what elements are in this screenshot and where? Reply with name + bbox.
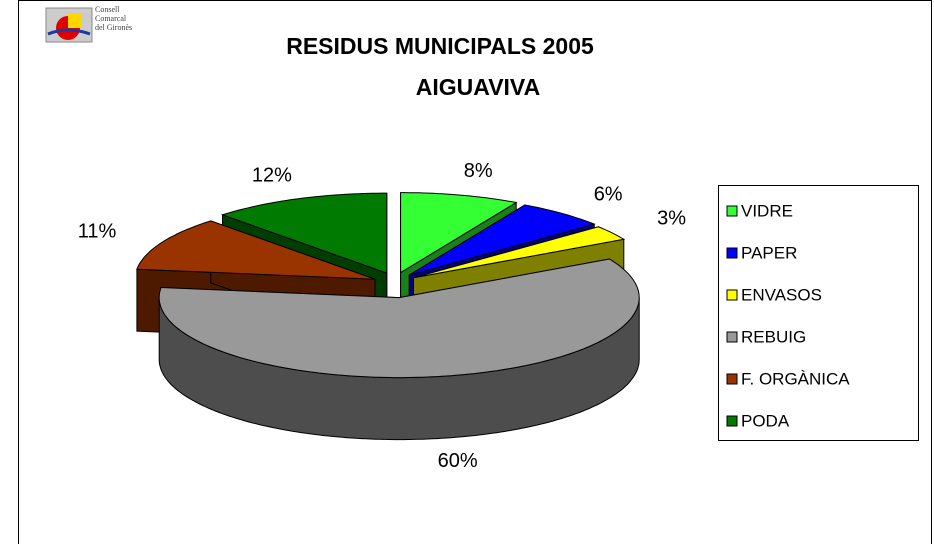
data-label: 11% bbox=[78, 220, 117, 242]
slice-top bbox=[136, 220, 376, 280]
legend-label: PODA bbox=[741, 411, 790, 430]
slice-top bbox=[400, 192, 518, 274]
legend-swatch bbox=[726, 331, 738, 343]
logo-mark bbox=[47, 28, 91, 36]
data-label: 6% bbox=[594, 183, 623, 205]
slice-top bbox=[409, 204, 596, 276]
data-label: 8% bbox=[464, 160, 493, 182]
legend-swatch bbox=[726, 289, 738, 301]
legend-label: PAPER bbox=[741, 243, 797, 262]
chart-title: AIGUAVIVA bbox=[416, 74, 540, 100]
legend-label: REBUIG bbox=[741, 327, 806, 346]
legend-label: ENVASOS bbox=[741, 285, 822, 304]
slice-top bbox=[158, 258, 640, 379]
slice-top bbox=[220, 192, 388, 274]
chart-title: RESIDUS MUNICIPALS 2005 bbox=[286, 33, 594, 59]
legend-swatch bbox=[726, 415, 738, 427]
logo-text: Comarcal bbox=[95, 14, 127, 23]
legend-swatch bbox=[726, 247, 738, 259]
logo-text: del Gironès bbox=[95, 23, 132, 32]
slice-top bbox=[413, 226, 626, 279]
logo: Consell Comarcal del Gironès bbox=[45, 5, 132, 43]
legend-label: F. ORGÀNICA bbox=[741, 369, 850, 388]
data-label: 60% bbox=[438, 450, 478, 472]
data-label: 3% bbox=[657, 208, 686, 230]
legend-swatch bbox=[726, 373, 738, 385]
logo-mark bbox=[68, 14, 82, 28]
data-label: 12% bbox=[252, 165, 292, 187]
logo-text: Consell bbox=[95, 5, 120, 14]
legend-label: VIDRE bbox=[741, 201, 793, 220]
legend-box bbox=[718, 185, 919, 441]
legend-swatch bbox=[726, 205, 738, 217]
slice bbox=[158, 258, 640, 441]
